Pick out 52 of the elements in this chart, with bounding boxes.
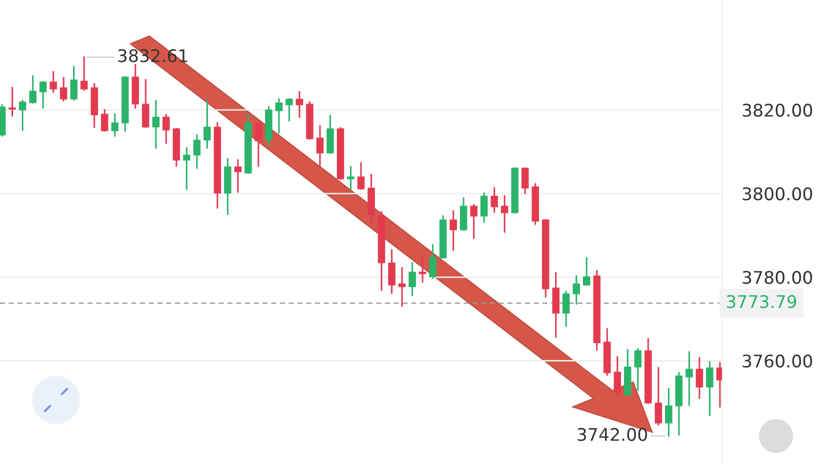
candlestick <box>162 114 170 144</box>
candlestick <box>490 187 498 213</box>
candlestick <box>706 361 714 416</box>
candlestick <box>60 76 68 102</box>
candlestick <box>286 98 293 122</box>
candlestick <box>450 210 457 251</box>
candlestick <box>50 71 57 93</box>
candlestick <box>111 113 118 137</box>
candlestick <box>29 75 36 104</box>
candlestick <box>152 100 160 149</box>
candlestick <box>562 291 570 327</box>
candlestick <box>654 367 662 426</box>
candlestick <box>470 204 478 239</box>
candlestick <box>429 244 436 279</box>
candlestick <box>460 197 468 231</box>
candlestick <box>500 195 508 233</box>
y-tick-label: 3780.00 <box>742 270 812 284</box>
candlestick <box>521 167 529 194</box>
candlestick <box>347 166 354 190</box>
candlestick <box>70 66 78 101</box>
candlestick <box>193 134 201 169</box>
candlestick <box>39 81 47 109</box>
candlestick <box>80 56 88 91</box>
candlestick <box>275 98 283 134</box>
candlestick <box>480 192 488 223</box>
y-tick-label: 3760.00 <box>742 354 812 368</box>
candlestick <box>388 249 396 294</box>
candlestick <box>614 356 622 396</box>
candlestick <box>142 79 150 128</box>
candlestick <box>572 275 580 305</box>
candlestick <box>18 100 26 131</box>
candlestick <box>696 357 704 399</box>
candlestick <box>665 388 672 437</box>
annotation: 3742.00 <box>578 428 648 442</box>
candlestick <box>398 267 406 307</box>
candlestick <box>316 125 324 168</box>
candlestick <box>183 147 190 190</box>
candlestick <box>254 122 262 167</box>
candlestick <box>582 257 590 286</box>
ref-line-label: 3773.79 <box>726 295 796 308</box>
candlestick <box>408 262 416 296</box>
candlestick <box>716 362 722 408</box>
candlestick <box>8 87 16 117</box>
candlestick <box>296 91 304 118</box>
candlestick <box>634 348 642 391</box>
y-tick-label: 3800.00 <box>742 187 812 200</box>
candlestick <box>357 162 365 190</box>
candlestick <box>234 159 242 193</box>
y-tick-label: 3820.00 <box>742 104 812 117</box>
candlestick <box>100 109 108 132</box>
candlestick <box>204 100 211 149</box>
candlestick <box>686 351 693 406</box>
